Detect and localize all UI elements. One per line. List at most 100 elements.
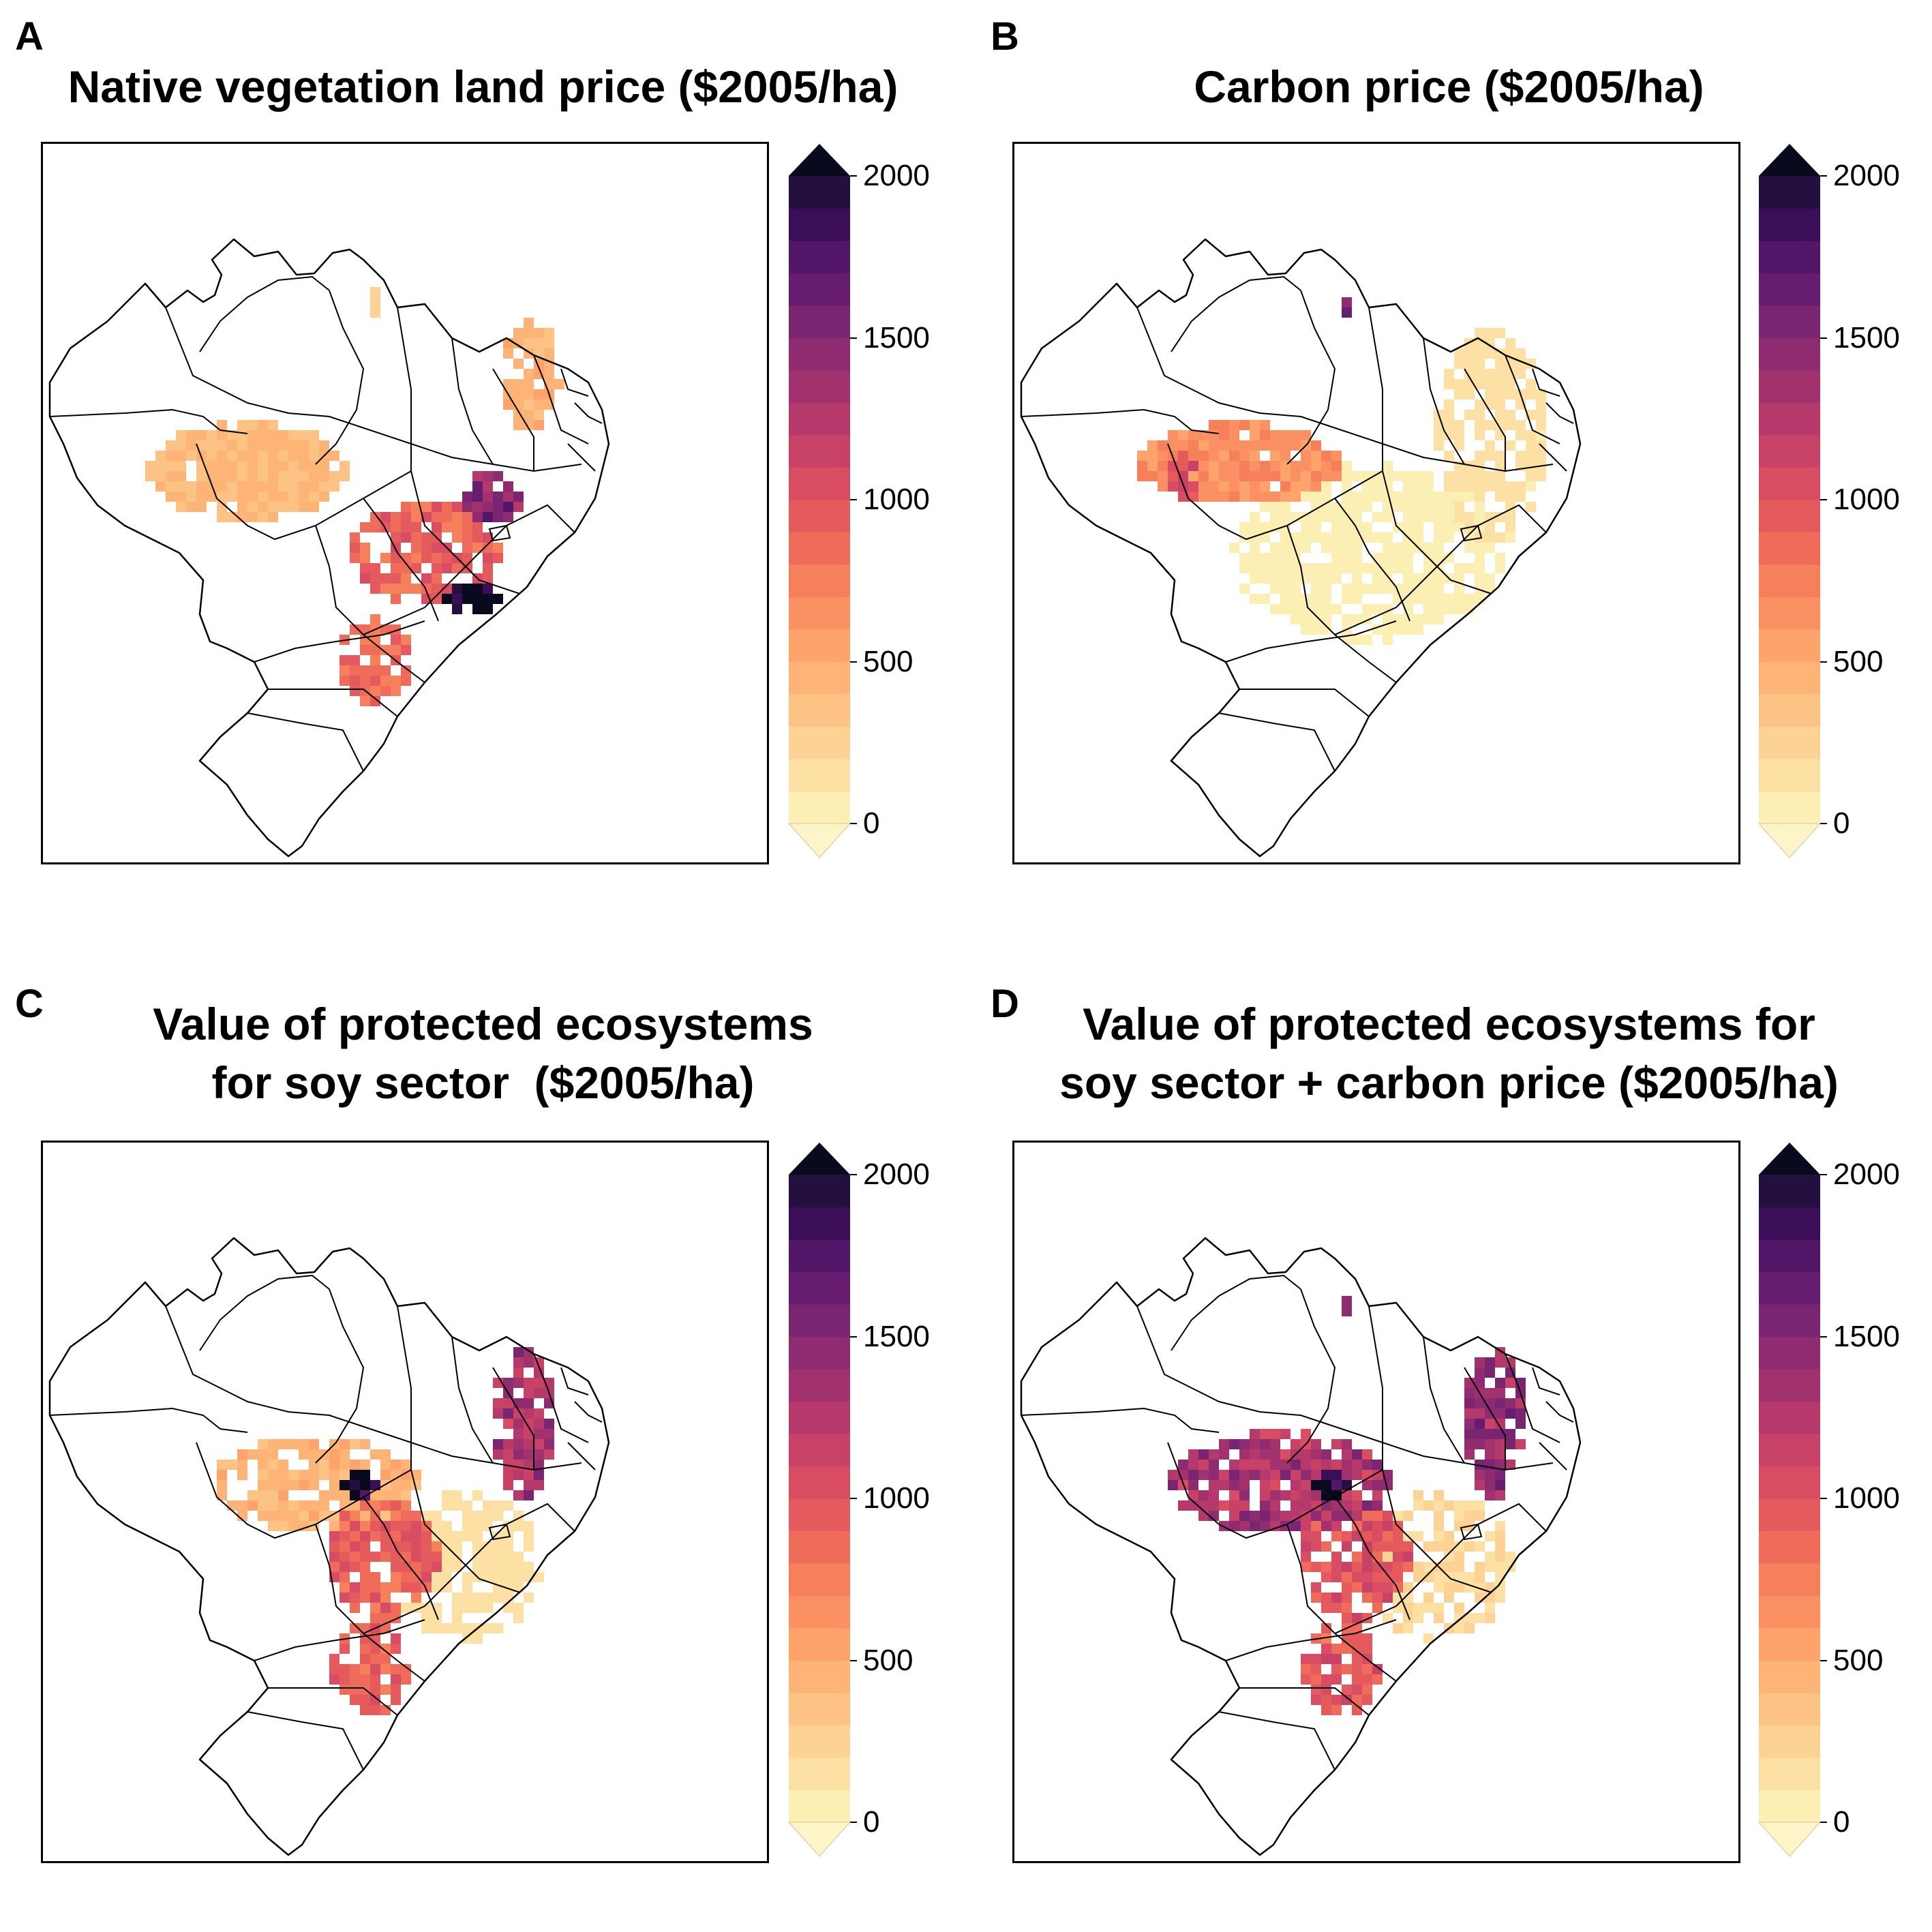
- raster-cell: [524, 1419, 534, 1429]
- raster-cell: [1311, 1654, 1321, 1664]
- raster-cell: [1352, 1470, 1362, 1480]
- raster-cell: [339, 655, 350, 665]
- raster-cell: [442, 502, 452, 512]
- raster-cell: [339, 1562, 350, 1572]
- raster-cell: [380, 686, 391, 696]
- raster-cell: [309, 1480, 319, 1490]
- raster-cell: [1342, 1480, 1352, 1490]
- raster-cell: [1475, 471, 1485, 481]
- raster-cell: [493, 1593, 503, 1603]
- raster-cell: [380, 1490, 391, 1500]
- legend-swatch: [789, 1563, 850, 1596]
- legend: 0 500 1000 1500 2000: [787, 142, 964, 864]
- raster-cell: [350, 543, 360, 553]
- raster-cell: [1495, 1521, 1505, 1531]
- raster-cell: [1239, 1439, 1250, 1449]
- raster-cell: [380, 624, 391, 635]
- raster-cell: [217, 471, 227, 481]
- raster-cell: [350, 1470, 360, 1480]
- raster-cell: [1393, 1603, 1403, 1613]
- raster-cell: [1209, 1449, 1219, 1460]
- raster-cell: [1403, 563, 1413, 573]
- raster-cell: [329, 1511, 339, 1521]
- legend-under-arrow: [1757, 1822, 1822, 1857]
- raster-cell: [1250, 1521, 1260, 1531]
- raster-cell: [1372, 492, 1383, 502]
- raster-cell: [1290, 1521, 1301, 1531]
- raster-cell: [1485, 369, 1495, 379]
- raster-cell: [1250, 430, 1260, 440]
- raster-cell: [350, 1531, 360, 1541]
- raster-cell: [411, 1552, 421, 1562]
- raster-cell: [350, 665, 360, 676]
- raster-cell: [1321, 1685, 1331, 1695]
- raster-cell: [411, 584, 421, 594]
- raster-cell: [196, 440, 207, 451]
- raster-cell: [1342, 1613, 1352, 1623]
- raster-cell: [1321, 1695, 1331, 1705]
- raster-cell: [1321, 563, 1331, 573]
- raster-cell: [1495, 369, 1505, 379]
- state-border: [363, 1496, 439, 1620]
- raster-cell: [1505, 522, 1515, 532]
- raster-cell: [299, 1449, 309, 1460]
- raster-cell: [442, 1572, 452, 1582]
- raster-cell: [329, 1449, 339, 1460]
- raster-cell: [1168, 481, 1178, 492]
- raster-cell: [1270, 1511, 1280, 1521]
- raster-cell: [503, 1562, 513, 1572]
- raster-cell: [472, 1511, 483, 1521]
- raster-cell: [1505, 379, 1515, 389]
- raster-cell: [452, 584, 462, 594]
- raster-cell: [1485, 1613, 1495, 1623]
- raster-cell: [1403, 492, 1413, 502]
- raster-cell: [1290, 492, 1301, 502]
- raster-cell: [472, 1633, 483, 1644]
- raster-cell: [1188, 1470, 1198, 1480]
- raster-cell: [329, 1552, 339, 1562]
- raster-cell: [462, 543, 472, 553]
- raster-cell: [1352, 512, 1362, 522]
- raster-cell: [247, 481, 258, 492]
- raster-cell: [1454, 420, 1464, 430]
- raster-cell: [401, 1664, 411, 1674]
- state-border: [1505, 1353, 1560, 1443]
- raster-cell: [1321, 624, 1331, 635]
- raster-cell: [452, 502, 462, 512]
- raster-cell: [1321, 1480, 1331, 1490]
- raster-cell: [1362, 1460, 1372, 1470]
- raster-cell: [380, 584, 391, 594]
- raster-cell: [1362, 481, 1372, 492]
- raster-cell: [1301, 543, 1311, 553]
- raster-cell: [534, 1368, 544, 1378]
- raster-cell: [370, 522, 380, 532]
- legend-swatch: [1759, 1207, 1820, 1240]
- raster-cell: [1301, 1470, 1311, 1480]
- raster-cell: [503, 1552, 513, 1562]
- state-border: [247, 1711, 364, 1770]
- raster-cell: [391, 553, 401, 563]
- raster-cell: [309, 1439, 319, 1449]
- legend-tick-label: 2000: [1833, 159, 1900, 192]
- raster-cell: [391, 522, 401, 532]
- raster-cell: [278, 1480, 288, 1490]
- raster-cell: [401, 1582, 411, 1593]
- raster-cell: [227, 451, 237, 461]
- raster-cell: [1198, 461, 1209, 471]
- raster-cell: [370, 1511, 380, 1521]
- raster-cell: [1526, 471, 1536, 481]
- raster-cell: [391, 1633, 401, 1644]
- raster-cell: [1475, 399, 1485, 410]
- raster-cell: [1393, 1531, 1403, 1541]
- raster-cell: [1321, 451, 1331, 461]
- raster-cell: [1464, 389, 1475, 399]
- raster-cell: [360, 696, 370, 706]
- state-border: [1286, 1288, 1336, 1464]
- raster-cell: [421, 1552, 432, 1562]
- legend-swatch: [789, 1175, 850, 1207]
- raster-cell: [350, 1603, 360, 1613]
- raster-cell: [1423, 1572, 1434, 1582]
- raster-cell: [1280, 430, 1290, 440]
- raster-cell: [483, 1623, 493, 1633]
- state-border: [1286, 1524, 1397, 1635]
